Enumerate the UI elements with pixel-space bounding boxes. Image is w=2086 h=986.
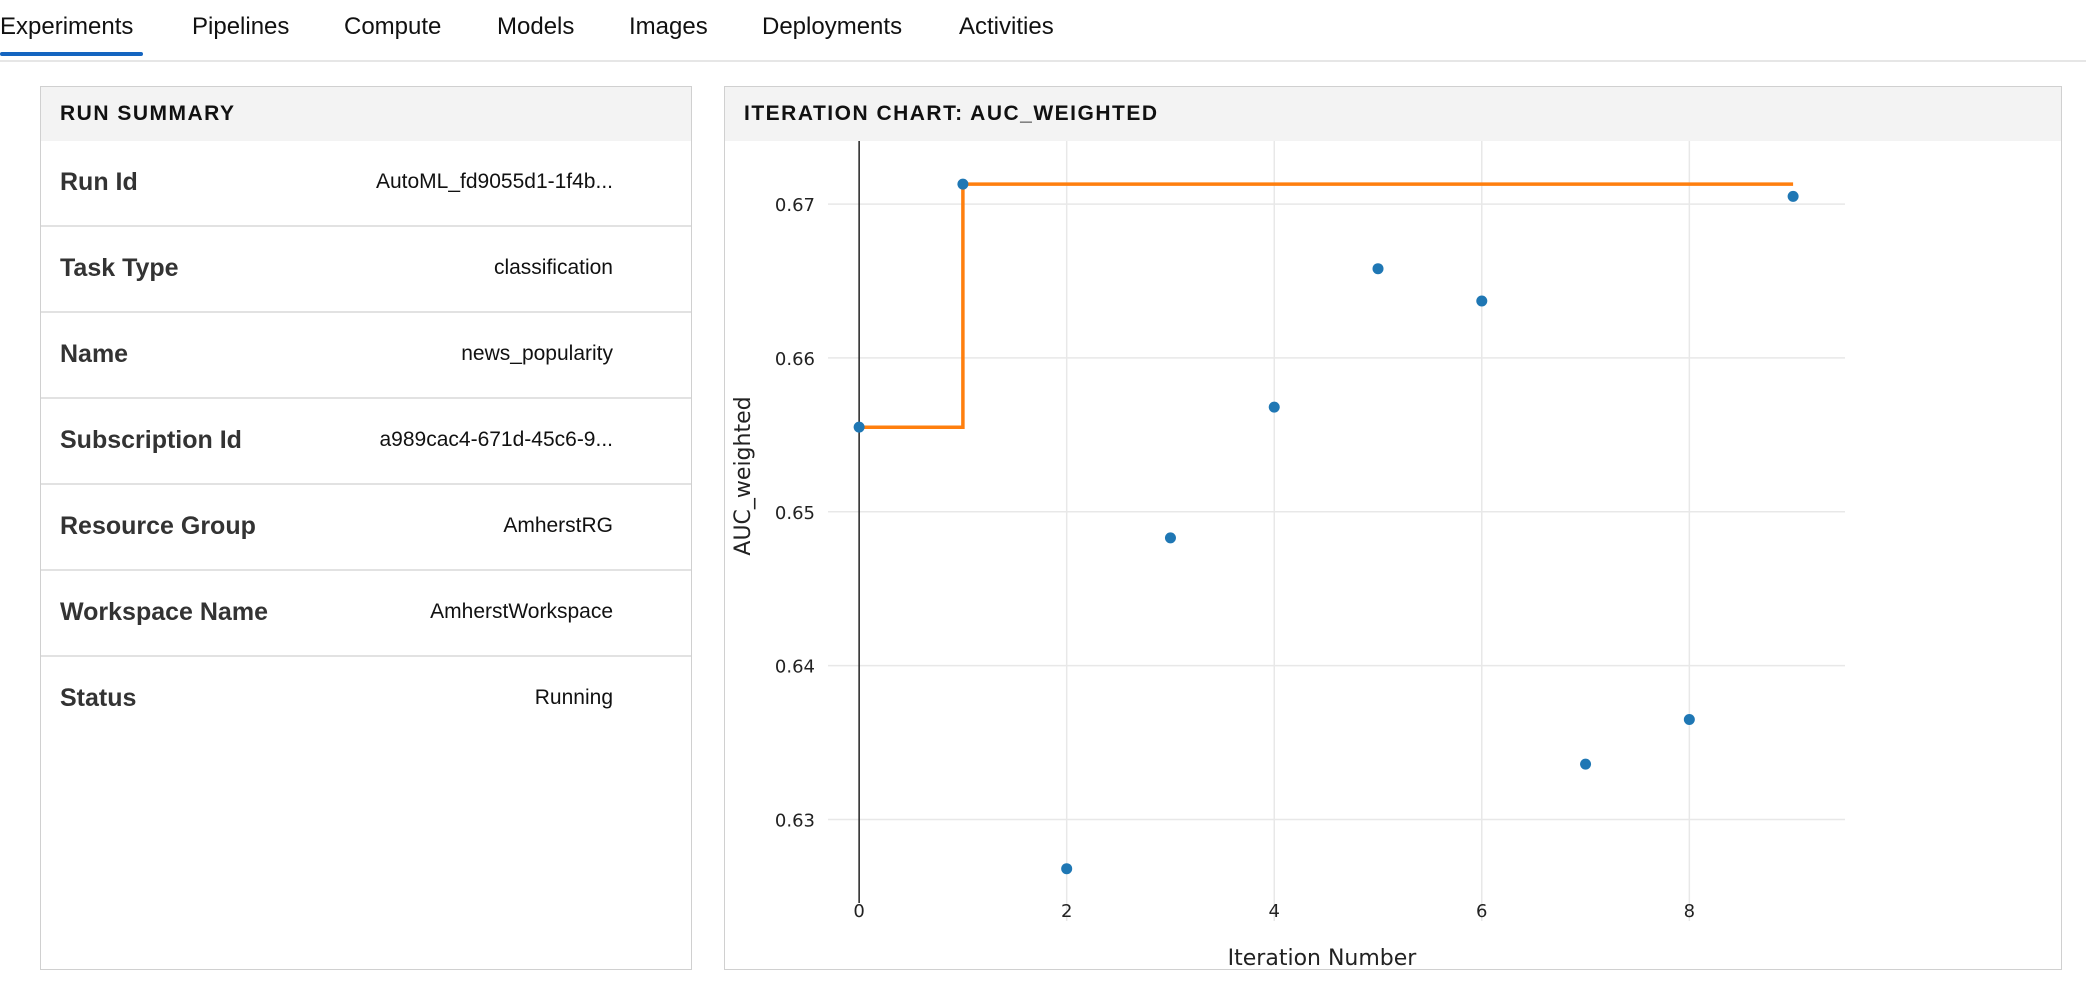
data-point [1476,295,1488,307]
summary-value: a989cac4-671d-45c6-9... [379,428,614,451]
best-so-far-line [859,182,1794,429]
iteration-chart: 0.63 0.64 0.65 0.66 0.67 0 2 4 6 8 Iteration Numbe… [731,141,1845,969]
top-tab-bar: Experiments Pipelines Compute Models Ima… [0,0,2086,62]
summary-key: Resource Group [60,512,256,540]
summary-key: Subscription Id [60,426,242,454]
tab-compute[interactable]: Compute [344,13,442,40]
data-point [853,421,865,433]
data-point [1164,532,1176,544]
y-axis-label: AUC_weighted [731,396,756,555]
summary-row-subscription-id: Subscription Id a989cac4-671d-45c6-9... [41,399,691,485]
data-point [1372,263,1384,275]
summary-value: AmherstRG [503,514,613,537]
y-tick-label: 0.66 [775,349,815,370]
summary-row-task-type: Task Type classification [41,227,691,313]
x-tick-label: 8 [1684,901,1695,922]
x-tick-label: 6 [1476,901,1487,922]
x-axis-label: Iteration Number [1228,946,1418,969]
tab-activities[interactable]: Activities [959,13,1054,40]
data-point [1683,713,1695,725]
best-so-far-layer [859,182,1794,429]
summary-key: Status [60,684,137,712]
summary-key: Task Type [60,254,179,282]
y-tick-label: 0.63 [775,810,815,831]
data-point [1787,190,1799,202]
status-value: Running [534,686,613,709]
tab-experiments[interactable]: Experiments [0,13,134,40]
chart-title: ITERATION CHART: AUC_WEIGHTED [725,87,2061,141]
summary-row-name: Name news_popularity [41,313,691,399]
data-point [1268,401,1280,413]
data-point [957,178,969,190]
x-tick-label: 4 [1269,901,1280,922]
y-tick-label: 0.64 [775,657,815,678]
summary-row-workspace-name: Workspace Name AmherstWorkspace [41,571,691,657]
summary-key: Workspace Name [60,598,268,626]
x-tick-label: 2 [1061,901,1072,922]
summary-key: Name [60,340,129,368]
summary-value: AutoML_fd9055d1-1f4b... [375,170,613,193]
data-points-layer [853,178,1799,875]
run-summary-title: RUN SUMMARY [41,87,691,141]
summary-value: classification [493,256,613,279]
summary-value: AmherstWorkspace [430,600,613,623]
summary-key: Run Id [60,168,138,196]
run-summary-panel: RUN SUMMARY Run Id AutoML_fd9055d1-1f4b.… [40,86,692,970]
active-tab-indicator [0,52,143,56]
data-point [1061,863,1073,875]
tab-models[interactable]: Models [497,13,575,40]
summary-row-resource-group: Resource Group AmherstRG [41,485,691,571]
tab-deployments[interactable]: Deployments [762,13,903,40]
chart-grid [828,141,1845,921]
axis-labels-layer: 0.63 0.64 0.65 0.66 0.67 0 2 4 6 8 Iteration Numbe… [731,195,1695,969]
tab-pipelines[interactable]: Pipelines [192,13,290,40]
iteration-chart-panel: ITERATION CHART: AUC_WEIGHTED 0.63 0.64 0.… [724,86,2062,970]
y-tick-label: 0.67 [775,195,815,216]
summary-row-run-id: Run Id AutoML_fd9055d1-1f4b... [41,141,691,227]
data-point [1580,758,1592,770]
tab-images[interactable]: Images [629,13,708,40]
y-tick-label: 0.65 [775,503,815,524]
x-tick-label: 0 [853,901,864,922]
summary-row-status: Status Running [41,657,691,743]
summary-value: news_popularity [461,342,613,365]
